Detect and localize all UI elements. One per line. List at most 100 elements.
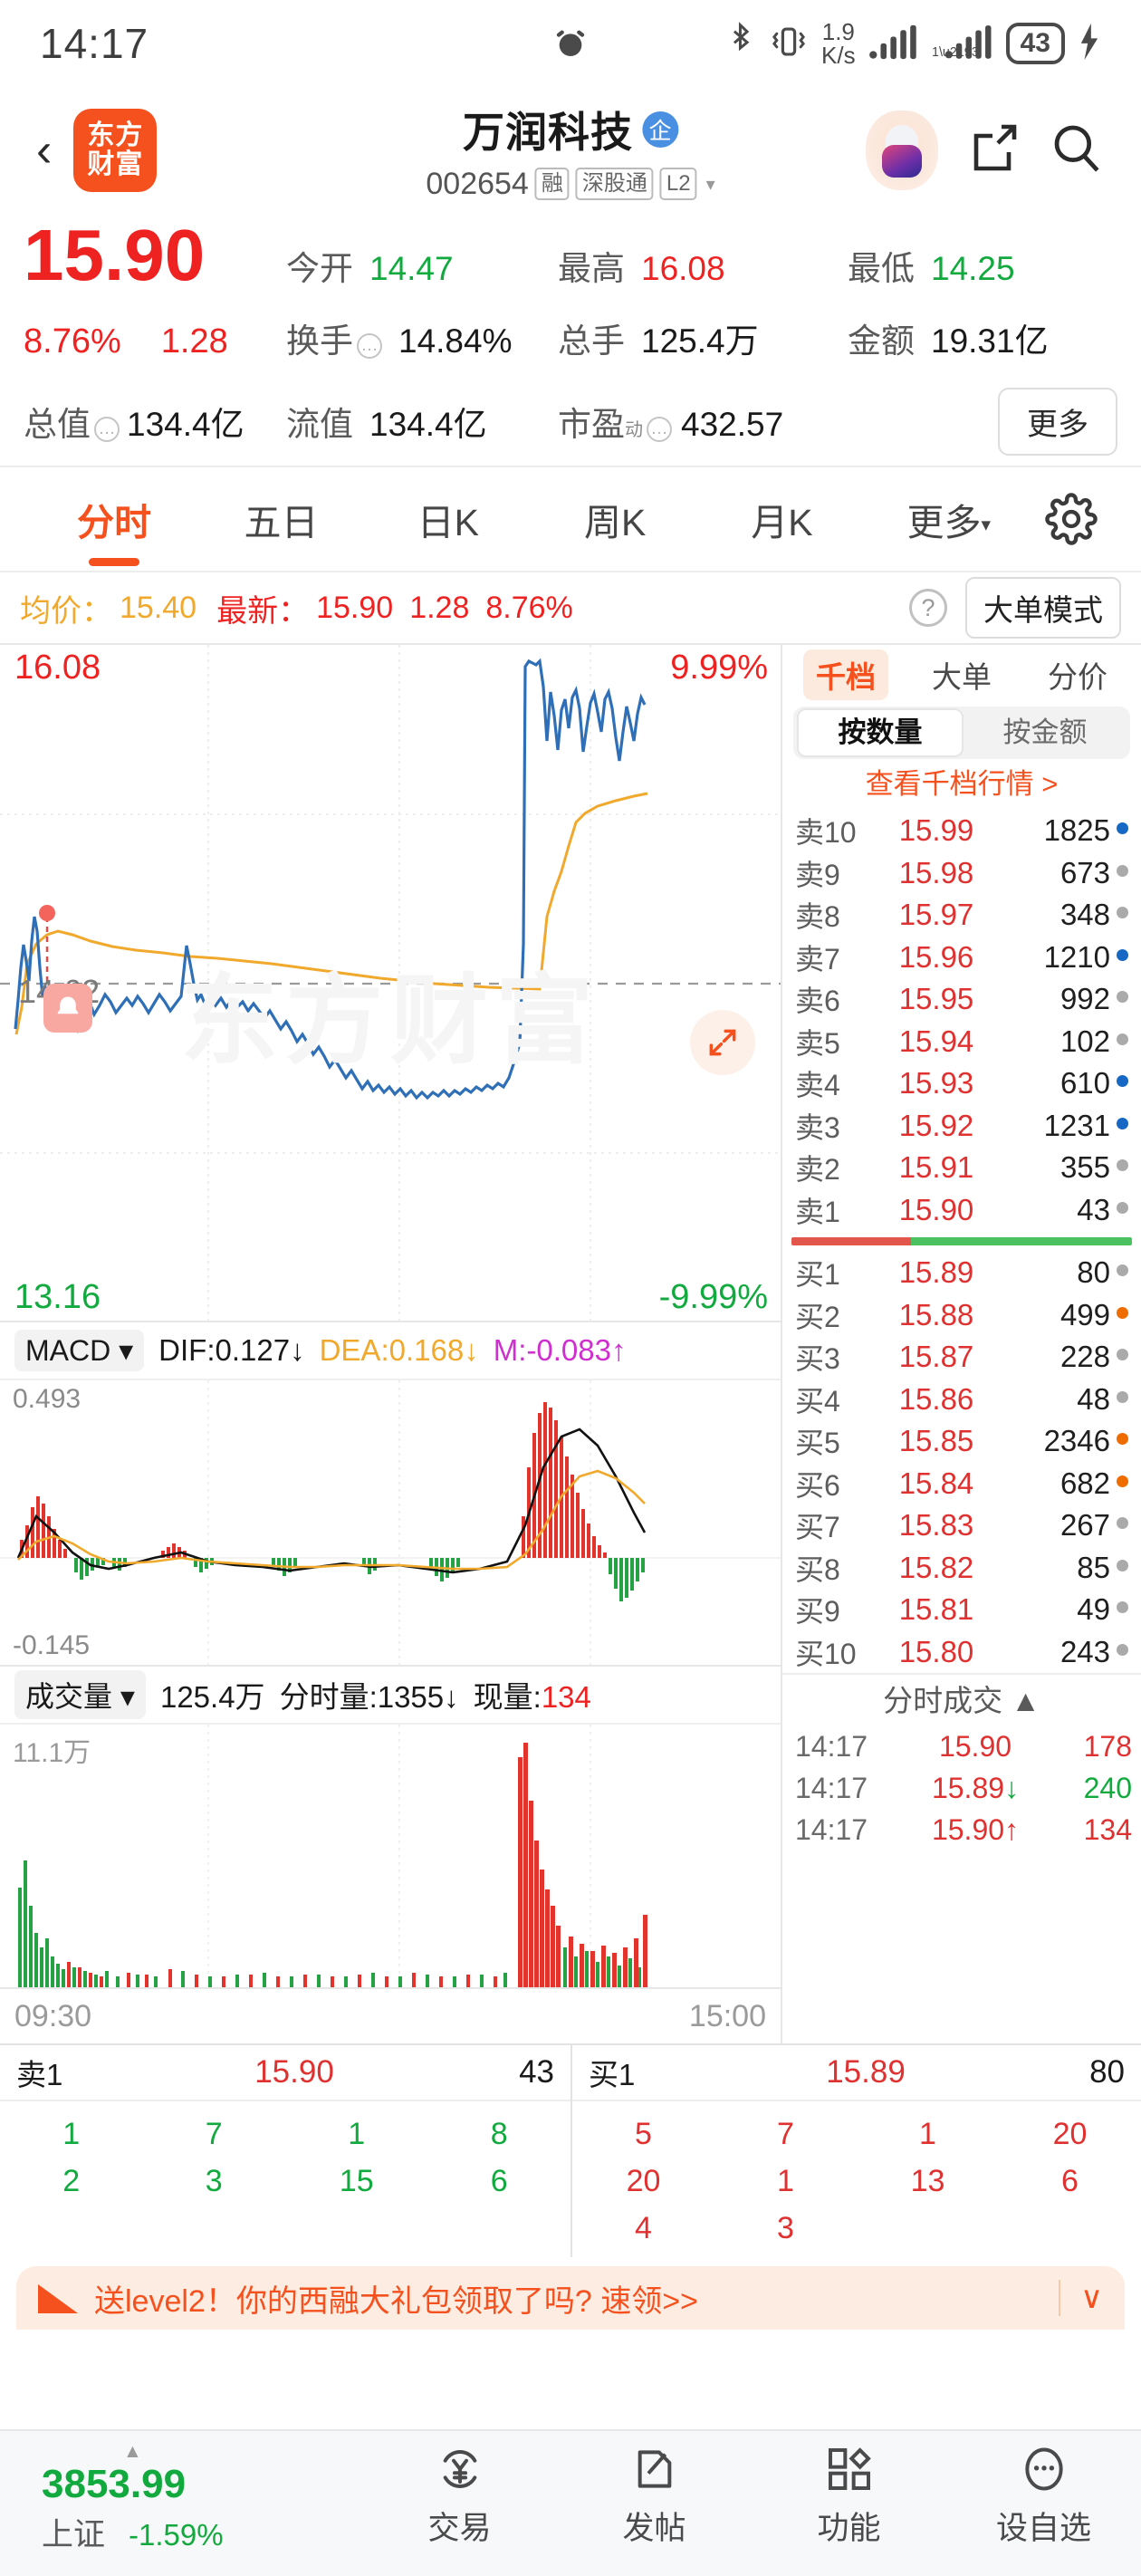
buy-price: 15.83 [898, 1508, 974, 1543]
ob-tab-dadan[interactable]: 大单 [932, 660, 992, 694]
tab-more[interactable]: 更多▾ [906, 502, 992, 543]
tick-row: 14:17 15.89↓ 240 [782, 1767, 1141, 1809]
bottom-table-cell: 8 [490, 2116, 508, 2151]
segment-by-amount[interactable]: 按金额 [1002, 716, 1088, 748]
sell-flag-icon [1110, 1033, 1134, 1050]
bottom-table-cell: 1 [777, 2163, 794, 2198]
buy-order-row[interactable]: 买10 15.80 243 [782, 1631, 1141, 1674]
buy-price: 15.82 [898, 1550, 974, 1584]
sell-qty: 355 [1060, 1150, 1110, 1185]
chevron-down-icon[interactable]: ▾ [705, 174, 715, 195]
macd-selector[interactable]: MACD ▾ [14, 1330, 145, 1371]
buy-level: 买10 [795, 1637, 857, 1670]
view-full-depth-link[interactable]: 查看千档行情 > [865, 768, 1059, 800]
sell-order-row[interactable]: 卖7 15.96 1210 [782, 937, 1141, 979]
buy-sell-ratio-bar [791, 1237, 1132, 1245]
back-button[interactable]: ‹ [36, 124, 53, 177]
buy-order-row[interactable]: 买2 15.88 499 [782, 1294, 1141, 1337]
sell-flag-icon [1110, 907, 1134, 923]
network-speed: 1.9 K/s [821, 18, 856, 69]
sell-order-row[interactable]: 卖6 15.95 992 [782, 978, 1141, 1021]
tick-section-header[interactable]: 分时成交 ▲ [782, 1673, 1141, 1725]
quote-panel: 15.90 今开 14.47 最高 16.08 最低 14.25 8.76% 1… [0, 214, 1141, 466]
macd-chart[interactable]: 0.493 -0.145 [0, 1380, 781, 1667]
segment-by-quantity[interactable]: 按数量 [797, 708, 964, 757]
sell-level: 卖3 [795, 1110, 840, 1144]
sell-order-row[interactable]: 卖8 15.97 348 [782, 894, 1141, 937]
bottom-buy-label: 买1 [589, 2058, 636, 2091]
intraday-price-chart[interactable]: 东方财富 16.08 9.99% 14.62 13.16 -9.99% [0, 645, 781, 1322]
sell-order-row[interactable]: 卖10 15.99 1825 [782, 810, 1141, 852]
expand-chart-icon[interactable] [690, 1009, 755, 1075]
buy-level: 买1 [795, 1258, 840, 1292]
volume-selector[interactable]: 成交量 ▾ [14, 1670, 146, 1719]
grid-function-icon [824, 2444, 875, 2499]
sell-order-row[interactable]: 卖5 15.94 102 [782, 1021, 1141, 1063]
buy-price: 15.86 [898, 1381, 974, 1416]
buy-order-row[interactable]: 买4 15.86 48 [782, 1379, 1141, 1421]
sell-order-row[interactable]: 卖3 15.92 1231 [782, 1105, 1141, 1148]
sell-order-row[interactable]: 卖1 15.90 43 [782, 1189, 1141, 1232]
share-icon[interactable] [969, 121, 1020, 180]
buy-order-row[interactable]: 买1 15.89 80 [782, 1252, 1141, 1294]
tab-wuri[interactable]: 五日 [244, 502, 319, 543]
tab-monthly-k[interactable]: 月K [751, 502, 813, 543]
tab-fenshi[interactable]: 分时 [31, 492, 197, 546]
volume-value: 125.4万 [641, 322, 759, 360]
buy-order-row[interactable]: 买9 15.81 49 [782, 1589, 1141, 1631]
tick-volume: 178 [1083, 1729, 1132, 1763]
nav-trade[interactable]: 交易 [362, 2444, 557, 2549]
chart-low-pct: -9.99% [658, 1278, 768, 1316]
sell-qty: 348 [1060, 898, 1110, 932]
sell-order-row[interactable]: 卖9 15.98 673 [782, 852, 1141, 895]
brand-logo[interactable]: 东方 财富 [73, 109, 158, 192]
nav-post[interactable]: 发帖 [557, 2444, 752, 2549]
nav-function[interactable]: 功能 [752, 2444, 946, 2549]
bottom-table-row: 2 3 15 6 [0, 2158, 570, 2205]
sell-price: 15.93 [898, 1066, 974, 1101]
buy-orders-list: 买1 15.89 80 买2 15.88 499 买3 15.87 228 买4 15.86 48 买5… [782, 1252, 1141, 1673]
help-icon[interactable]: ? [909, 589, 947, 627]
ob-tab-fenjia[interactable]: 分价 [1048, 660, 1107, 694]
info-icon[interactable]: … [357, 333, 382, 359]
avg-price-value: 15.40 [120, 590, 197, 625]
macd-header: MACD ▾ DIF:0.127↓ DEA:0.168↓ M:-0.083↑ [0, 1322, 781, 1380]
big-order-mode-button[interactable]: 大单模式 [965, 577, 1121, 639]
buy-order-row[interactable]: 买7 15.83 267 [782, 1504, 1141, 1547]
status-bar: 14:17 1.9 K/s [0, 0, 1141, 87]
promo-banner[interactable]: 送level2！你的西融大礼包领取了吗? 速领>> ∨ [16, 2266, 1125, 2330]
tag-connect: 深股通 [575, 168, 654, 200]
tick-price: 15.90 [938, 1729, 1012, 1763]
stock-name: 万润科技 [463, 108, 633, 156]
buy-order-row[interactable]: 买6 15.84 682 [782, 1463, 1141, 1505]
buy-flag-icon [1110, 1643, 1134, 1660]
buy-order-row[interactable]: 买8 15.82 85 [782, 1547, 1141, 1590]
search-icon[interactable] [1050, 122, 1103, 179]
buy-order-row[interactable]: 买5 15.85 2346 [782, 1420, 1141, 1463]
ai-assistant-avatar[interactable] [866, 111, 938, 190]
index-summary[interactable]: ▲ 3853.99 上证 -1.59% [0, 2442, 362, 2555]
info-icon[interactable]: … [647, 417, 672, 442]
sell-order-row[interactable]: 卖4 15.93 610 [782, 1062, 1141, 1105]
close-icon[interactable]: ∨ [1059, 2280, 1103, 2316]
ob-tab-qiandang[interactable]: 千档 [803, 649, 888, 700]
volume-chart[interactable]: 11.1万 [0, 1725, 781, 1987]
buy-order-row[interactable]: 买3 15.87 228 [782, 1336, 1141, 1379]
sell-order-row[interactable]: 卖2 15.91 355 [782, 1147, 1141, 1189]
turnover-value: 14.84% [398, 322, 513, 360]
sell-price: 15.95 [898, 982, 974, 1016]
tick-row: 14:17 15.90↑ 134 [782, 1809, 1141, 1850]
tab-weekly-k[interactable]: 周K [583, 502, 647, 543]
sell-qty: 1825 [1043, 813, 1110, 848]
buy-flag-icon [1110, 1349, 1134, 1365]
gear-icon[interactable] [1032, 493, 1110, 545]
sell-price: 15.92 [898, 1108, 974, 1142]
tab-daily-k[interactable]: 日K [417, 502, 479, 543]
info-icon[interactable]: … [94, 417, 120, 442]
buy-flag-icon [1110, 1390, 1134, 1408]
alert-marker-icon[interactable] [43, 984, 92, 1033]
nav-watchlist[interactable]: 设自选 [946, 2444, 1141, 2549]
stock-title[interactable]: 万润科技 企 002654 融 深股通 L2 ▾ [426, 100, 714, 202]
bottom-table-cell: 7 [777, 2116, 794, 2151]
more-button[interactable]: 更多 [998, 387, 1117, 456]
